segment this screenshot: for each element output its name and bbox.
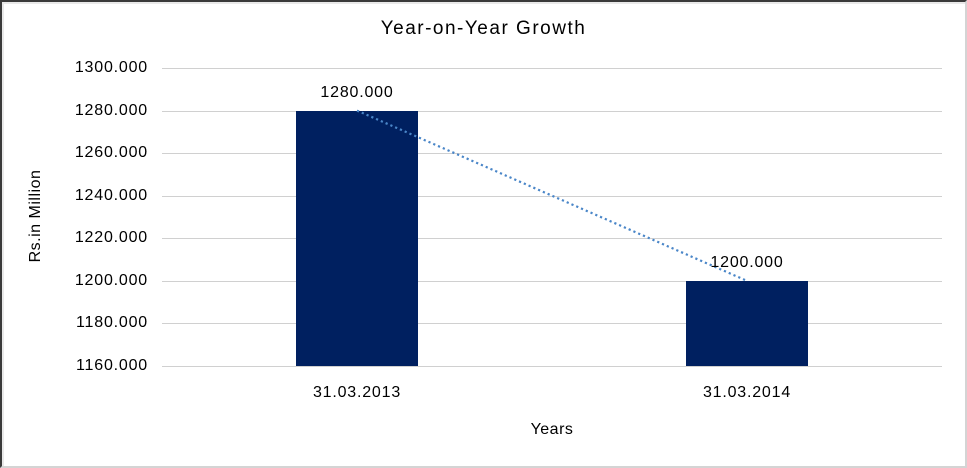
bar-data-label: 1280.000: [320, 83, 394, 101]
y-tick-label: 1160.000: [76, 357, 148, 374]
y-tick-label: 1300.000: [74, 59, 148, 76]
y-tick-label: 1220.000: [74, 229, 148, 247]
gridline: [162, 366, 942, 367]
bar-data-label: 1200.000: [710, 253, 784, 271]
x-tick-label: 31.03.2014: [702, 384, 792, 401]
y-tick-label: 1200.000: [74, 271, 148, 289]
y-tick-label: 1180.000: [76, 314, 148, 332]
bar: [686, 280, 808, 366]
gridline: [162, 280, 942, 282]
y-tick-label: 1280.000: [74, 101, 148, 119]
x-axis-title: Years: [530, 421, 574, 438]
gridline: [162, 68, 942, 69]
gridline: [162, 153, 942, 155]
gridline: [162, 195, 942, 197]
bar: [296, 110, 418, 366]
y-axis-title: Rs.in Million: [27, 169, 44, 263]
gridline: [162, 238, 942, 240]
x-tick-label: 31.03.2013: [312, 384, 402, 401]
chart-title: Year-on-Year Growth: [380, 18, 587, 39]
gridline: [162, 110, 942, 112]
gridline: [162, 323, 942, 325]
y-tick-label: 1240.000: [74, 186, 148, 204]
y-tick-label: 1260.000: [74, 144, 148, 162]
